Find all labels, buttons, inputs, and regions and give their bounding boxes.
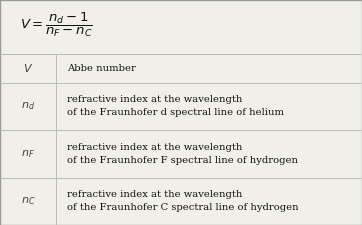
- Text: $n_C$: $n_C$: [21, 195, 35, 207]
- Text: $n_F$: $n_F$: [21, 148, 35, 160]
- Text: Abbe number: Abbe number: [67, 64, 136, 73]
- Text: refractive index at the wavelength
of the Fraunhofer C spectral line of hydrogen: refractive index at the wavelength of th…: [67, 190, 299, 212]
- Text: $n_d$: $n_d$: [21, 100, 35, 112]
- Text: refractive index at the wavelength
of the Fraunhofer F spectral line of hydrogen: refractive index at the wavelength of th…: [67, 143, 298, 165]
- Text: $V = \dfrac{n_d-1}{n_F-n_C}$: $V = \dfrac{n_d-1}{n_F-n_C}$: [20, 11, 93, 39]
- Text: refractive index at the wavelength
of the Fraunhofer d spectral line of helium: refractive index at the wavelength of th…: [67, 95, 284, 117]
- Text: $V$: $V$: [23, 62, 33, 74]
